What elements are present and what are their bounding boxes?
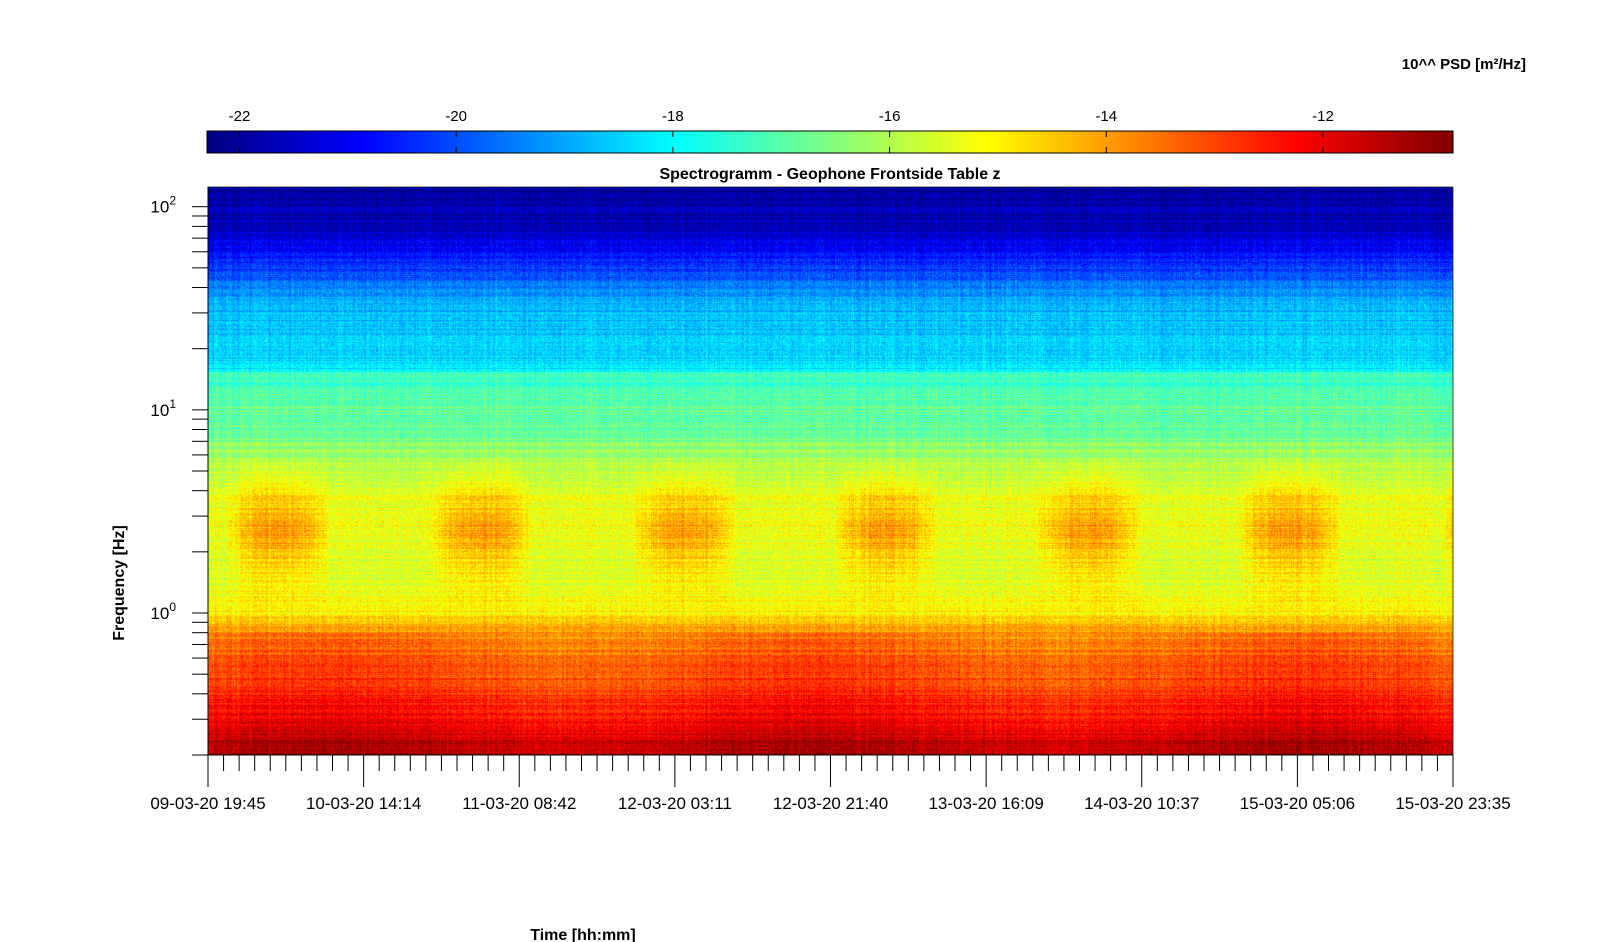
x-axis-label: Time [hh:mm]	[530, 927, 635, 942]
x-tick-label: 09-03-20 19:45	[150, 794, 265, 813]
colorbar-tick-label: -16	[879, 108, 901, 125]
colorbar-tick-label: -14	[1095, 108, 1117, 125]
colorbar-tick-label: -20	[445, 108, 467, 125]
colorbar-tick-label: -18	[662, 108, 684, 125]
y-tick-label: 102	[150, 194, 176, 217]
colorbar-label: 10^^ PSD [m²/Hz]	[1402, 56, 1526, 73]
x-axis: 09-03-20 19:45 10-03-20 14:14 11-03-20 08:…	[150, 754, 1511, 813]
x-tick-label: 15-03-20 23:35	[1395, 794, 1510, 813]
x-tick-label: 12-03-20 21:40	[773, 794, 888, 813]
colorbar-strip	[206, 130, 1454, 154]
chart-title: Spectrogramm - Geophone Frontside Table …	[659, 166, 1000, 183]
x-tick-label: 15-03-20 05:06	[1240, 794, 1355, 813]
y-major-ticks: 102 101 100	[150, 194, 208, 623]
colorbar-tick-label: -12	[1312, 108, 1334, 125]
spectrogram-image	[208, 187, 1453, 755]
x-tick-label: 11-03-20 08:42	[462, 794, 576, 813]
colorbar-ticks: -22 -20 -18 -16 -14 -12	[229, 108, 1334, 153]
x-tick-label: 10-03-20 14:14	[306, 794, 421, 813]
y-axis-label: Frequency [Hz]	[111, 525, 128, 641]
colorbar: -22 -20 -18 -16 -14 -12	[206, 108, 1454, 154]
x-tick-label: 14-03-20 10:37	[1084, 794, 1199, 813]
y-tick-label: 100	[150, 600, 176, 623]
y-axis: 102 101 100	[150, 187, 209, 756]
x-tick-label: 12-03-20 03:11	[618, 794, 732, 813]
spectrogram-image-wrap	[208, 187, 1453, 755]
x-tick-label: 13-03-20 16:09	[928, 794, 1043, 813]
colorbar-tick-label: -22	[229, 108, 251, 125]
y-minor-ticks	[192, 215, 208, 756]
y-tick-label: 101	[150, 397, 176, 420]
x-ticks: 09-03-20 19:45 10-03-20 14:14 11-03-20 08:…	[150, 755, 1511, 813]
